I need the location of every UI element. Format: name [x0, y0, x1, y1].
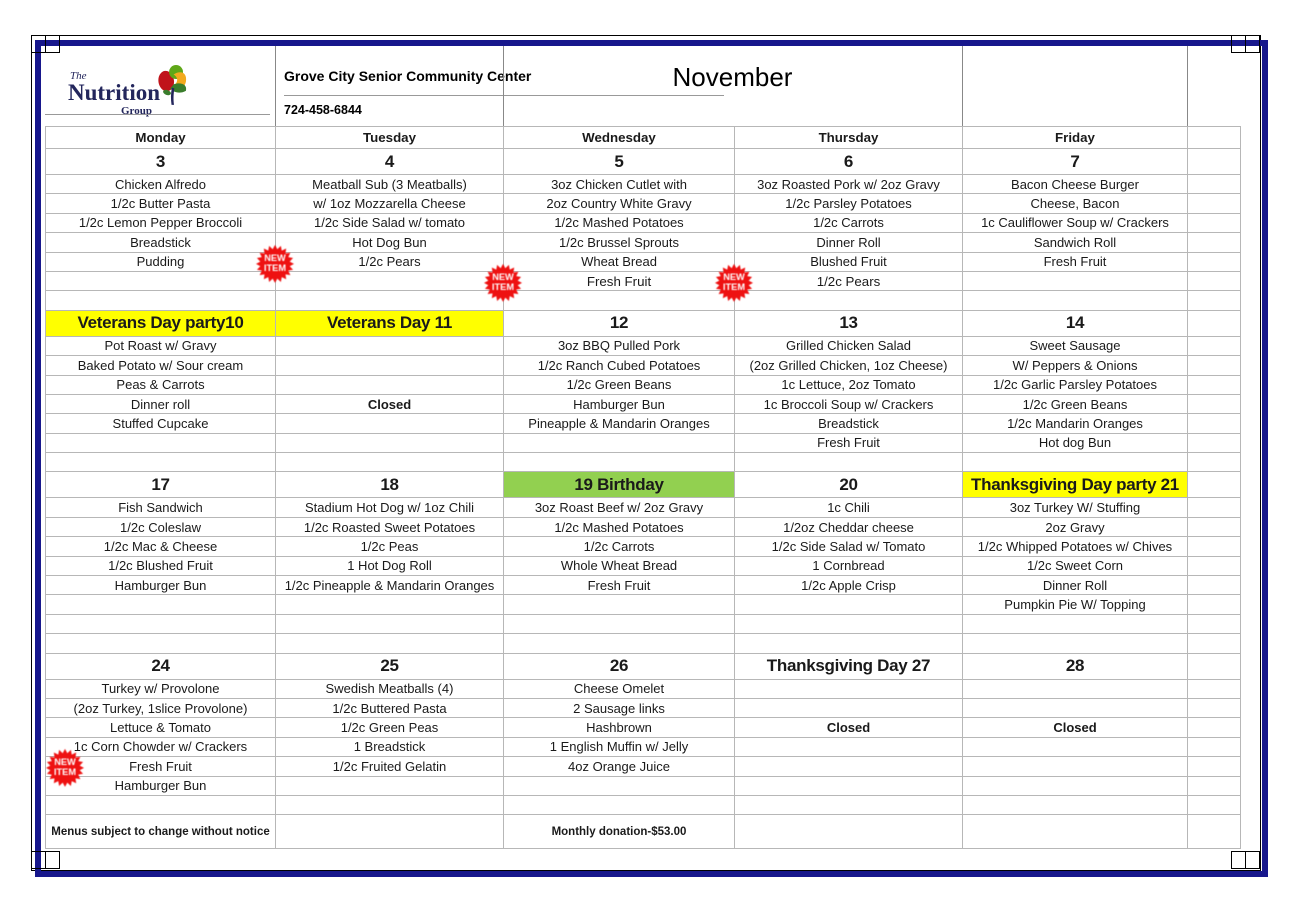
svg-text:Nutrition: Nutrition — [68, 80, 160, 105]
svg-text:Group: Group — [121, 105, 152, 117]
